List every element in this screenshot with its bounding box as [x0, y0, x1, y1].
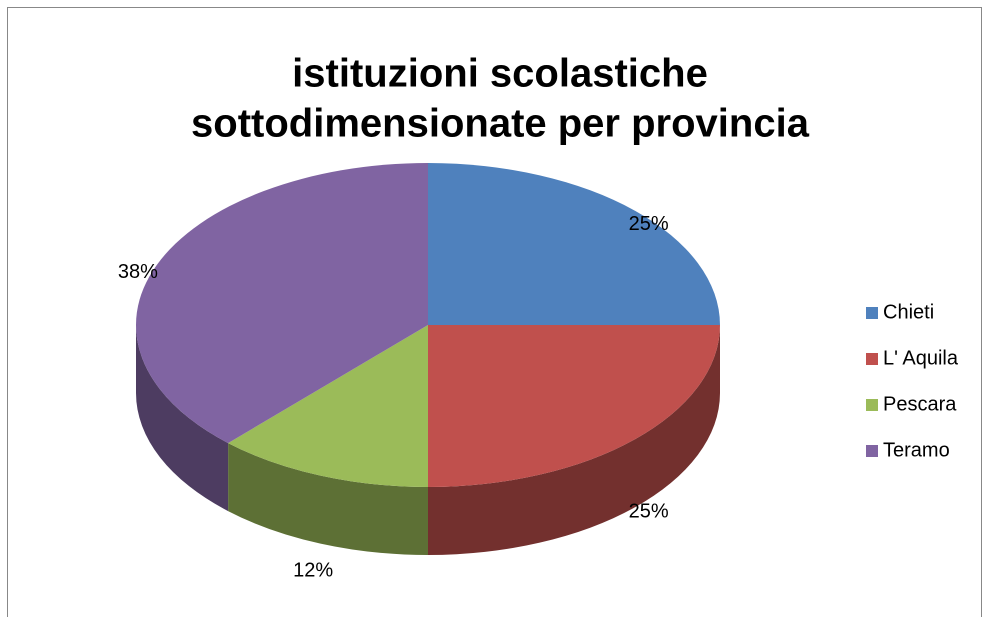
- pie-slice: [428, 163, 720, 325]
- legend-label: L' Aquila: [883, 347, 959, 369]
- legend-swatch: [866, 445, 878, 457]
- pie-slice: [136, 163, 428, 444]
- legend-label: Teramo: [883, 439, 950, 461]
- data-label: 25%: [629, 501, 669, 523]
- data-label: 25%: [629, 213, 669, 235]
- data-label: 12%: [293, 560, 333, 582]
- pie-slice: [228, 325, 428, 487]
- legend-label: Chieti: [883, 301, 934, 323]
- pie-slice-side: [228, 443, 428, 555]
- pie-slice-side: [136, 325, 229, 512]
- legend-swatch: [866, 307, 878, 319]
- pie-slice-side: [428, 325, 720, 555]
- chart-border: [7, 7, 982, 617]
- pie-slice: [428, 325, 720, 487]
- legend-swatch: [866, 399, 878, 411]
- legend-label: Pescara: [883, 393, 957, 415]
- chart-title: istituzioni scolastiche: [292, 52, 708, 96]
- data-label: 38%: [118, 261, 158, 283]
- chart-title: sottodimensionate per provincia: [191, 102, 810, 146]
- legend-swatch: [866, 353, 878, 365]
